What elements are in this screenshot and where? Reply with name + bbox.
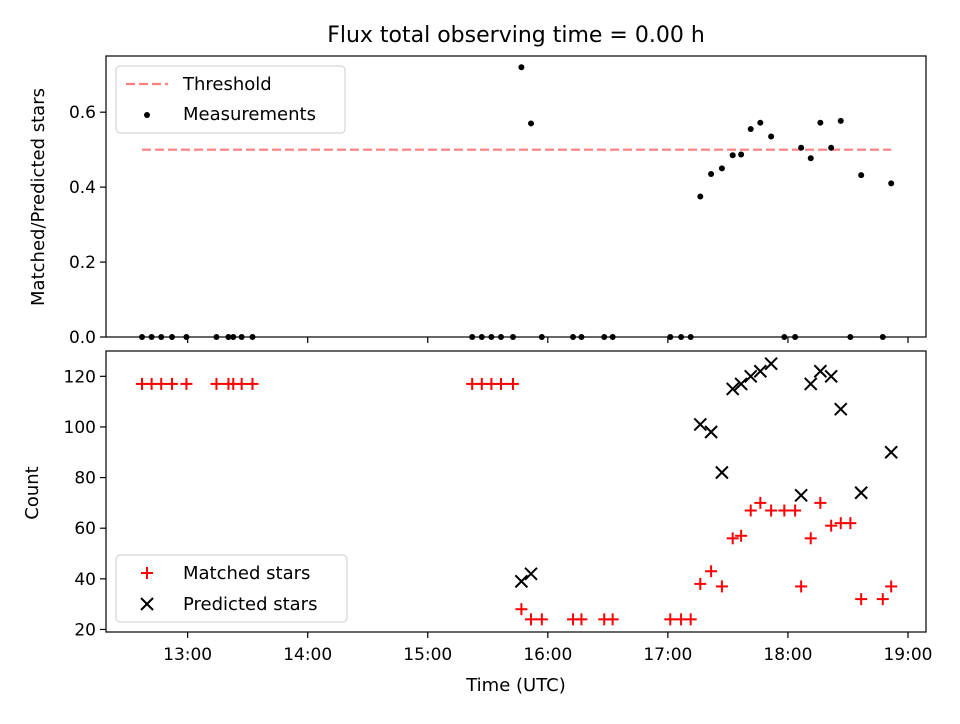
measurement-point xyxy=(528,120,535,127)
top-legend-box xyxy=(115,65,346,134)
bottom-legend-box xyxy=(115,554,348,623)
predicted-star-point-b xyxy=(804,377,818,391)
bottom-x-tick-label: 17:00 xyxy=(643,645,692,665)
predicted-star-point-b xyxy=(824,369,838,384)
bottom-x-tick-label: 13:00 xyxy=(163,645,212,665)
measurement-point xyxy=(678,334,685,340)
measurement-point xyxy=(747,126,754,133)
measurement-point xyxy=(249,334,256,340)
predicted-star-point-b xyxy=(693,417,707,432)
measurement-point xyxy=(469,334,476,340)
bottom-legend: Matched stars Predicted stars xyxy=(115,554,348,623)
measurement-point xyxy=(148,334,155,340)
legend-measurements-label: Measurements xyxy=(183,104,316,125)
predicted-star-point-b xyxy=(764,356,778,371)
predicted-star-point-b xyxy=(725,382,740,396)
bottom-y-tick-label: 100 xyxy=(64,418,96,438)
bottom-x-tick-label: 16:00 xyxy=(523,645,572,665)
measurement-point xyxy=(807,155,814,162)
bottom-y-tick-label: 20 xyxy=(74,620,96,640)
measurement-point xyxy=(792,334,799,340)
chart-title: Flux total observing time = 0.00 h xyxy=(327,23,705,48)
measurement-point xyxy=(230,334,237,340)
measurement-point xyxy=(781,334,788,340)
predicted-star-point-b xyxy=(884,445,898,459)
measurement-point xyxy=(798,144,805,151)
measurement-point xyxy=(879,334,886,340)
predicted-star-point-b xyxy=(524,567,538,581)
measurement-point xyxy=(888,180,895,187)
measurement-point xyxy=(858,172,865,179)
top-legend: Threshold Measurements xyxy=(115,65,346,134)
x-axis-label: Time (UTC) xyxy=(465,675,566,696)
legend-measurements-swatch xyxy=(144,112,150,118)
measurement-point xyxy=(225,334,232,340)
measurement-point xyxy=(538,334,545,340)
predicted-star-point-b xyxy=(753,364,768,378)
predicted-star-point-b xyxy=(704,425,718,439)
measurement-point xyxy=(570,334,577,340)
legend-predicted-swatch-b xyxy=(140,597,154,611)
measurement-point xyxy=(847,334,854,340)
measurement-point xyxy=(667,334,674,340)
top-y-axis-label: Matched/Predicted stars xyxy=(28,88,49,306)
measurement-point xyxy=(139,334,146,340)
measurement-point xyxy=(768,133,775,140)
bottom-panel: 13:00 14:00 15:00 16:00 17:00 18:00 19:00 20 40 6… xyxy=(64,350,932,665)
measurement-point xyxy=(169,334,176,340)
bottom-y-axis-label: Count xyxy=(22,466,43,519)
legend-matched-label: Matched stars xyxy=(183,563,310,584)
measurement-point xyxy=(478,334,485,340)
predicted-star-point-b xyxy=(514,574,529,589)
measurement-point xyxy=(757,119,764,126)
measurement-point xyxy=(213,334,220,340)
bottom-x-tick-label: 19:00 xyxy=(883,645,932,665)
top-y-tick-label: 0.2 xyxy=(69,253,96,273)
measurement-point xyxy=(738,151,745,158)
measurement-point xyxy=(158,334,165,340)
top-y-tick-label: 0.4 xyxy=(69,178,96,198)
bottom-x-tick-label: 15:00 xyxy=(403,645,452,665)
top-axes-frame xyxy=(105,55,927,338)
predicted-star-point-b xyxy=(794,488,808,503)
bottom-y-tick-label: 80 xyxy=(74,469,96,489)
legend-threshold-label: Threshold xyxy=(182,74,272,95)
bottom-axes-frame xyxy=(105,350,927,633)
measurement-point xyxy=(238,334,245,340)
measurement-point xyxy=(609,334,616,340)
measurement-point xyxy=(518,64,525,71)
measurement-point xyxy=(718,165,725,172)
predicted-star-point-b xyxy=(854,486,868,500)
bottom-y-tick-label: 120 xyxy=(64,367,96,387)
measurement-point xyxy=(497,334,504,340)
bottom-x-tick-label: 14:00 xyxy=(283,645,332,665)
legend-predicted-label: Predicted stars xyxy=(183,594,317,615)
measurement-point xyxy=(708,171,715,178)
bottom-y-tick-label: 40 xyxy=(74,570,96,590)
bottom-x-tick-label: 18:00 xyxy=(763,645,812,665)
measurement-point xyxy=(828,144,835,151)
predicted-star-point-b xyxy=(813,364,828,378)
measurement-point xyxy=(183,334,190,340)
measurement-point xyxy=(817,119,824,126)
measurement-point xyxy=(697,193,704,200)
top-y-tick-label: 0.6 xyxy=(69,103,96,123)
predicted-star-point-b xyxy=(715,465,729,480)
measurement-point xyxy=(729,152,736,159)
bottom-y-tick-label: 60 xyxy=(74,519,96,539)
measurement-point xyxy=(687,334,694,340)
measurement-point xyxy=(837,117,844,124)
predicted-star-point-b xyxy=(744,369,758,384)
measurement-point xyxy=(509,334,516,340)
predicted-star-point-b xyxy=(834,402,848,416)
predicted-star-point-b xyxy=(734,377,748,391)
measurement-point xyxy=(488,334,495,340)
measurement-point xyxy=(601,334,608,340)
top-panel: 0.0 0.2 0.4 0.6 Threshold Measurements xyxy=(69,55,927,348)
top-y-tick-label: 0.0 xyxy=(69,328,96,348)
measurement-point xyxy=(578,334,585,340)
